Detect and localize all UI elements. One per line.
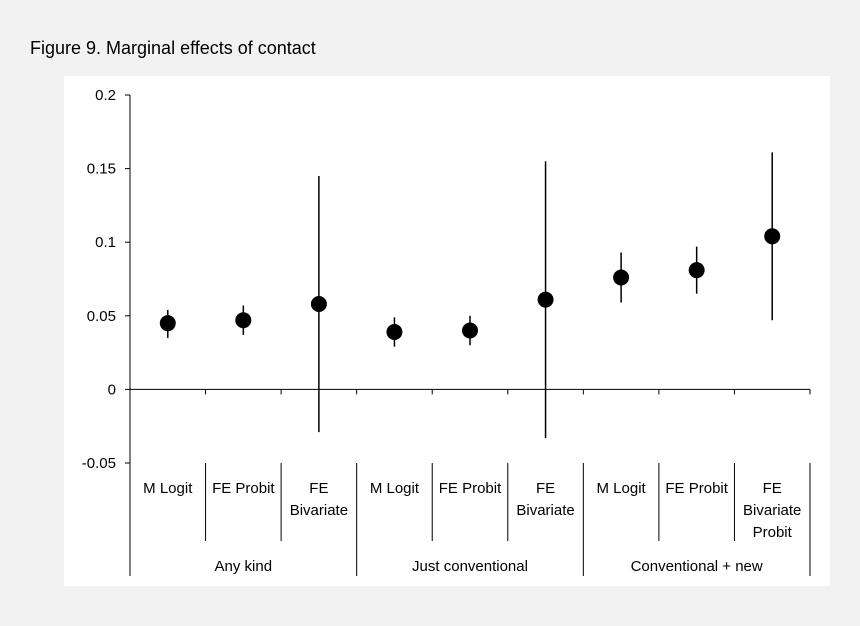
group-label: Any kind — [215, 558, 273, 575]
category-label: Bivariate — [516, 502, 574, 519]
category-label: FE — [763, 480, 782, 497]
category-label: FE Probit — [665, 480, 728, 497]
y-tick-label: 0.1 — [95, 234, 116, 251]
y-tick-label: 0.15 — [87, 161, 116, 178]
data-point — [462, 322, 478, 339]
category-label: M Logit — [597, 480, 647, 497]
plot-area: 0.2 0.15 0.1 0.05 0 -0.05 M Logit FE Probit FE Bi… — [64, 76, 830, 586]
data-point — [764, 228, 781, 245]
category-label: FE Probit — [439, 480, 502, 497]
data-point — [537, 291, 554, 308]
y-tick-label: -0.05 — [82, 455, 116, 472]
group-label: Conventional + new — [631, 558, 763, 575]
marginal-effects-chart: 0.2 0.15 0.1 0.05 0 -0.05 M Logit FE Probit FE Bi… — [82, 87, 811, 576]
category-label: Probit — [753, 524, 793, 541]
y-tick-label: 0.2 — [95, 87, 116, 104]
category-label: Bivariate — [290, 502, 348, 519]
category-label: FE — [309, 480, 328, 497]
y-tick-label: 0 — [108, 381, 116, 398]
data-point — [386, 323, 403, 340]
category-label: Bivariate — [743, 502, 801, 519]
category-label: FE Probit — [212, 480, 275, 497]
category-label: M Logit — [370, 480, 420, 497]
y-tick-label: 0.05 — [87, 308, 116, 325]
category-label: M Logit — [143, 480, 193, 497]
category-label: FE — [536, 480, 555, 497]
data-point — [235, 312, 252, 329]
data-point — [688, 262, 705, 279]
figure-title: Figure 9. Marginal effects of contact — [30, 38, 316, 58]
data-point — [159, 315, 176, 332]
data-point — [310, 296, 327, 313]
data-point — [613, 269, 630, 286]
group-label: Just conventional — [412, 558, 528, 575]
